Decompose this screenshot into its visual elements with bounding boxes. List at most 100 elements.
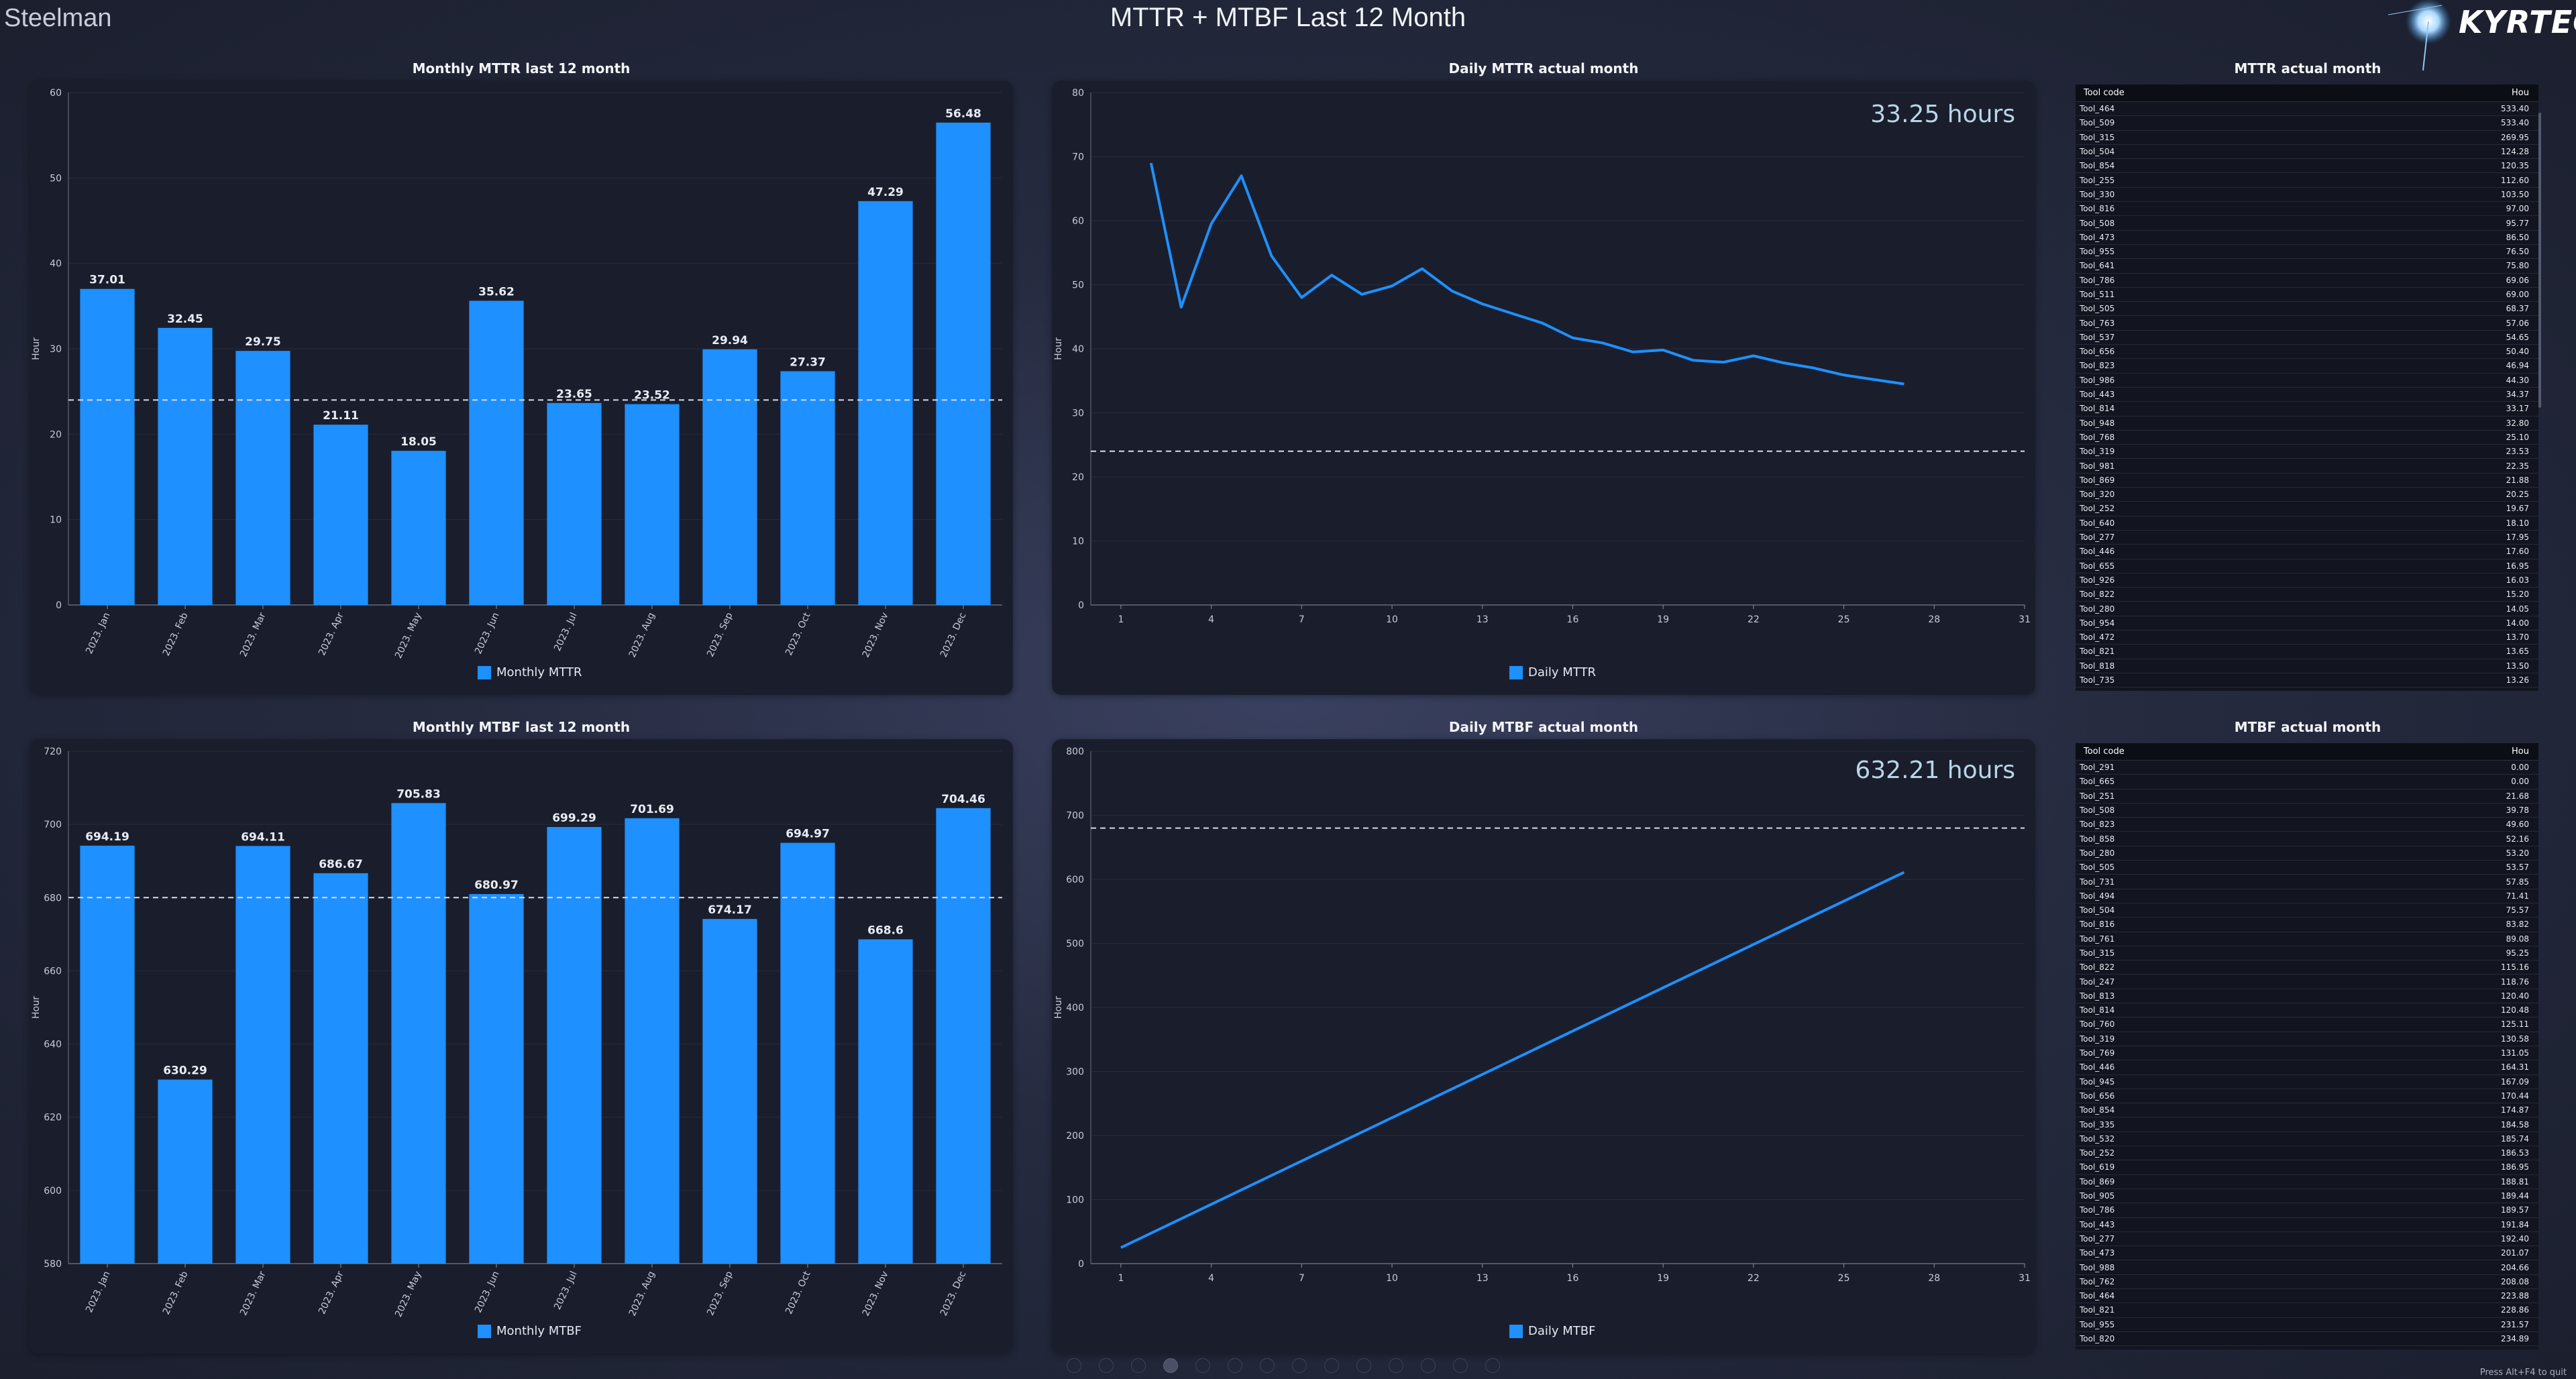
table-row[interactable]: Tool_926 16.03 xyxy=(2076,573,2538,588)
table-row[interactable]: Tool_656 170.44 xyxy=(2076,1089,2538,1104)
table-row[interactable]: Tool_954 14.00 xyxy=(2076,616,2538,630)
table-row[interactable]: Tool_251 21.68 xyxy=(2076,789,2538,804)
mttr-table-scrollbar[interactable] xyxy=(2538,113,2541,408)
monthly-mttr-legend[interactable]: Monthly MTTR xyxy=(478,665,582,679)
page-dot[interactable] xyxy=(1453,1358,1468,1373)
table-row[interactable]: Tool_821 13.65 xyxy=(2076,645,2538,659)
table-row[interactable]: Tool_443 34.37 xyxy=(2076,388,2538,402)
table-row[interactable]: Tool_532 185.74 xyxy=(2076,1132,2538,1147)
table-row[interactable]: Tool_504 75.57 xyxy=(2076,903,2538,918)
table-row[interactable]: Tool_986 44.30 xyxy=(2076,374,2538,388)
table-row[interactable]: Tool_816 97.00 xyxy=(2076,202,2538,217)
page-dot[interactable] xyxy=(1389,1358,1403,1373)
page-dot[interactable] xyxy=(1099,1358,1114,1373)
table-row[interactable]: Tool_446 17.60 xyxy=(2076,545,2538,559)
page-dot[interactable] xyxy=(1131,1358,1146,1373)
col-tool-code[interactable]: Tool code xyxy=(2084,88,2125,98)
page-dot[interactable] xyxy=(1260,1358,1275,1373)
table-row[interactable]: Tool_869 21.88 xyxy=(2076,474,2538,488)
table-row[interactable]: Tool_820 234.89 xyxy=(2076,1332,2538,1347)
table-row[interactable]: Tool_814 33.17 xyxy=(2076,402,2538,417)
page-dot[interactable] xyxy=(1356,1358,1371,1373)
table-row[interactable]: Tool_277 192.40 xyxy=(2076,1232,2538,1247)
table-row[interactable]: Tool_280 53.20 xyxy=(2076,846,2538,861)
table-row[interactable]: Tool_858 52.16 xyxy=(2076,832,2538,846)
table-row[interactable]: Tool_822 15.20 xyxy=(2076,588,2538,602)
table-row[interactable]: Tool_656 50.40 xyxy=(2076,345,2538,360)
table-row[interactable]: Tool_988 204.66 xyxy=(2076,1260,2538,1275)
table-row[interactable]: Tool_786 69.06 xyxy=(2076,274,2538,288)
table-row[interactable]: Tool_335 184.58 xyxy=(2076,1117,2538,1132)
table-row[interactable]: Tool_247 118.76 xyxy=(2076,975,2538,989)
table-row[interactable]: Tool_945 167.09 xyxy=(2076,1075,2538,1089)
table-row[interactable]: Tool_315 95.25 xyxy=(2076,946,2538,961)
table-row[interactable]: Tool_511 69.00 xyxy=(2076,288,2538,302)
table-row[interactable]: Tool_955 231.57 xyxy=(2076,1318,2538,1332)
table-row[interactable]: Tool_823 49.60 xyxy=(2076,818,2538,832)
table-row[interactable]: Tool_814 120.48 xyxy=(2076,1003,2538,1018)
table-row[interactable]: Tool_473 201.07 xyxy=(2076,1246,2538,1261)
daily-mtbf-legend[interactable]: Daily MTBF xyxy=(1509,1324,1596,1338)
table-row[interactable]: Tool_472 13.70 xyxy=(2076,630,2538,645)
table-row[interactable]: Tool_291 0.00 xyxy=(2076,761,2538,775)
table-row[interactable]: Tool_504 124.28 xyxy=(2076,145,2538,160)
table-row[interactable]: Tool_905 189.44 xyxy=(2076,1189,2538,1204)
table-row[interactable]: Tool_786 189.57 xyxy=(2076,1203,2538,1218)
table-row[interactable]: Tool_252 186.53 xyxy=(2076,1146,2538,1161)
table-row[interactable]: Tool_981 22.35 xyxy=(2076,459,2538,474)
table-row[interactable]: Tool_760 125.11 xyxy=(2076,1017,2538,1032)
table-row[interactable]: Tool_955 76.50 xyxy=(2076,245,2538,260)
page-dot[interactable] xyxy=(1324,1358,1339,1373)
table-row[interactable]: Tool_494 71.41 xyxy=(2076,889,2538,903)
page-dot[interactable] xyxy=(1163,1358,1178,1373)
table-row[interactable]: Tool_446 164.31 xyxy=(2076,1060,2538,1075)
page-dot[interactable] xyxy=(1292,1358,1307,1373)
table-row[interactable]: Tool_508 95.77 xyxy=(2076,216,2538,231)
table-row[interactable]: Tool_821 228.86 xyxy=(2076,1303,2538,1318)
page-dot[interactable] xyxy=(1067,1358,1081,1373)
table-row[interactable]: Tool_731 57.85 xyxy=(2076,875,2538,889)
table-row[interactable]: Tool_505 53.57 xyxy=(2076,861,2538,875)
table-row[interactable]: Tool_473 86.50 xyxy=(2076,231,2538,245)
table-row[interactable]: Tool_537 54.65 xyxy=(2076,331,2538,345)
table-row[interactable]: Tool_854 120.35 xyxy=(2076,159,2538,174)
table-row[interactable]: Tool_735 13.26 xyxy=(2076,673,2538,688)
table-row[interactable]: Tool_464 223.88 xyxy=(2076,1289,2538,1304)
table-row[interactable]: Tool_464 533.40 xyxy=(2076,102,2538,117)
table-row[interactable]: Tool_823 46.94 xyxy=(2076,359,2538,374)
table-row[interactable]: Tool_816 83.82 xyxy=(2076,918,2538,932)
table-row[interactable]: Tool_640 18.10 xyxy=(2076,516,2538,531)
col-tool-code[interactable]: Tool code xyxy=(2084,747,2125,757)
col-hours[interactable]: Hou xyxy=(2512,747,2529,757)
table-row[interactable]: Tool_641 75.80 xyxy=(2076,259,2538,274)
table-row[interactable]: Tool_320 20.25 xyxy=(2076,488,2538,502)
table-row[interactable]: Tool_822 115.16 xyxy=(2076,960,2538,975)
col-hours[interactable]: Hou xyxy=(2512,88,2529,98)
table-row[interactable]: Tool_330 103.50 xyxy=(2076,188,2538,203)
table-row[interactable]: Tool_319 130.58 xyxy=(2076,1032,2538,1046)
table-row[interactable]: Tool_319 23.53 xyxy=(2076,445,2538,459)
page-dot[interactable] xyxy=(1485,1358,1500,1373)
table-row[interactable]: Tool_818 13.50 xyxy=(2076,659,2538,673)
page-dot[interactable] xyxy=(1421,1358,1436,1373)
table-row[interactable]: Tool_443 191.84 xyxy=(2076,1218,2538,1232)
page-dot[interactable] xyxy=(1195,1358,1210,1373)
table-row[interactable]: Tool_869 188.81 xyxy=(2076,1175,2538,1189)
table-row[interactable]: Tool_665 0.00 xyxy=(2076,775,2538,789)
table-row[interactable]: Tool_255 112.60 xyxy=(2076,173,2538,188)
table-row[interactable]: Tool_948 32.80 xyxy=(2076,417,2538,431)
daily-mttr-legend[interactable]: Daily MTTR xyxy=(1509,665,1596,679)
table-row[interactable]: Tool_854 174.87 xyxy=(2076,1103,2538,1118)
table-row[interactable]: Tool_813 120.40 xyxy=(2076,989,2538,1004)
table-row[interactable]: Tool_762 208.08 xyxy=(2076,1275,2538,1289)
table-row[interactable]: Tool_763 57.06 xyxy=(2076,316,2538,331)
page-dot[interactable] xyxy=(1228,1358,1242,1373)
monthly-mtbf-legend[interactable]: Monthly MTBF xyxy=(478,1324,582,1338)
table-row[interactable]: Tool_761 89.08 xyxy=(2076,932,2538,946)
table-row[interactable]: Tool_768 25.10 xyxy=(2076,431,2538,445)
table-row[interactable]: Tool_655 16.95 xyxy=(2076,559,2538,573)
table-row[interactable]: Tool_619 186.95 xyxy=(2076,1160,2538,1175)
table-row[interactable]: Tool_769 131.05 xyxy=(2076,1046,2538,1061)
table-row[interactable]: Tool_277 17.95 xyxy=(2076,531,2538,545)
table-row[interactable]: Tool_509 533.40 xyxy=(2076,116,2538,131)
